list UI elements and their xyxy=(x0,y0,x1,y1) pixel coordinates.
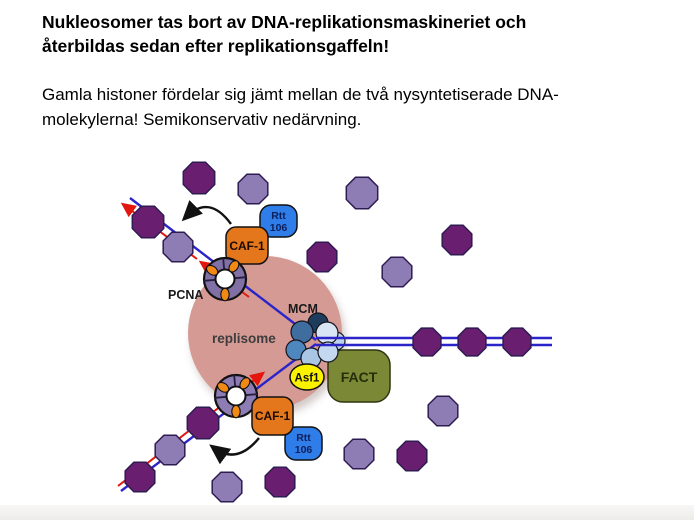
mcm-label: MCM xyxy=(288,302,318,316)
mcm-subunit-circle xyxy=(315,321,339,345)
caf1-box-lower xyxy=(251,396,294,436)
pcna-clamp-subunit xyxy=(216,381,230,393)
rtt106-label-upper-line2: 106 xyxy=(270,222,288,234)
nucleosome-dark xyxy=(264,466,296,498)
replisome-label: replisome xyxy=(212,331,276,346)
pcna-label: PCNA xyxy=(168,288,203,302)
nucleosome-dark xyxy=(182,161,216,195)
slide-bottom-edge xyxy=(0,505,694,520)
pcna-rings xyxy=(202,256,259,419)
nucleosome-light xyxy=(345,176,379,210)
rtt106-label-lower-line1: Rtt xyxy=(296,432,311,444)
caf1-label-lower: CAF-1 xyxy=(255,409,291,423)
nucleosome-light xyxy=(211,471,243,503)
nucleosome-dark xyxy=(186,406,220,440)
pcna-ring-upper xyxy=(202,256,248,302)
nucleosomes-group xyxy=(124,161,532,503)
pcna-clamp-subunit xyxy=(231,404,241,419)
nucleosome-dark xyxy=(306,241,338,273)
nucleosome-dark xyxy=(457,327,487,357)
pcna-clamp-subunit xyxy=(239,377,251,390)
nucleosome-dark xyxy=(412,327,442,357)
mcm-subunit-circle xyxy=(317,341,339,363)
asf1-label: Asf1 xyxy=(295,373,321,385)
slide-title: Nukleosomer tas bort av DNA-replikations… xyxy=(42,11,672,58)
slide-body: Gamla histoner fördelar sig jämt mellan … xyxy=(42,83,672,132)
nucleosome-dark xyxy=(131,205,165,239)
fact-label: FACT xyxy=(341,369,378,385)
slide-body-line2: molekylerna! Semikonservativ nedärvning. xyxy=(42,109,362,129)
nucleosome-light xyxy=(381,256,413,288)
rtt106-label-upper-line1: Rtt xyxy=(271,210,286,222)
nucleosome-light xyxy=(427,395,459,427)
caf1-box-upper xyxy=(225,226,269,265)
pcna-clamp-subunit xyxy=(205,264,219,276)
pcna-ring-lower xyxy=(213,373,259,419)
asf1-ellipse xyxy=(289,363,325,391)
rtt106-box-lower xyxy=(284,426,323,461)
recycling-arrow-upper xyxy=(181,200,232,225)
caf1-label-upper: CAF-1 xyxy=(229,239,265,253)
nucleosome-light xyxy=(343,438,375,470)
rtt106-box-upper xyxy=(259,204,298,238)
slide-body-line1: Gamla histoner fördelar sig jämt mellan … xyxy=(42,85,559,104)
pcna-clamp-subunit xyxy=(220,287,230,302)
nucleosome-light xyxy=(162,231,194,263)
nucleosome-light xyxy=(154,434,186,466)
nucleosome-dark xyxy=(502,327,532,357)
slide-title-line1: Nukleosomer tas bort av DNA-replikations… xyxy=(42,12,527,32)
slide-title-line2: återbildas sedan efter replikationsgaffe… xyxy=(42,35,390,56)
recycling-arrow-lower xyxy=(209,437,260,465)
pcna-clamp-subunit xyxy=(228,260,240,273)
nucleosome-light xyxy=(237,173,269,205)
nucleosome-dark xyxy=(124,461,156,493)
rtt106-label-lower-line2: 106 xyxy=(295,444,313,456)
mcm-helicase xyxy=(285,312,346,369)
nucleosome-dark xyxy=(396,440,428,472)
fact-box xyxy=(327,349,391,403)
nucleosome-dark xyxy=(441,224,473,256)
